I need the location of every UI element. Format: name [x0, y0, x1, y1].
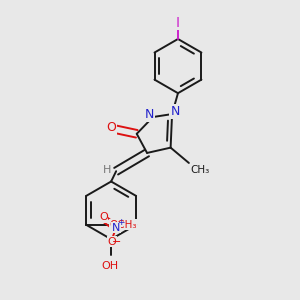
Text: OH: OH [102, 261, 119, 271]
Text: −: − [112, 237, 122, 247]
Text: +: + [117, 218, 124, 227]
Text: H: H [103, 165, 112, 175]
Text: N: N [170, 105, 180, 118]
Text: I: I [176, 16, 180, 29]
Text: O: O [106, 121, 116, 134]
Text: CH₃: CH₃ [190, 165, 210, 175]
Text: N: N [145, 108, 154, 121]
Text: N: N [112, 223, 120, 233]
Text: O: O [99, 212, 108, 222]
Text: O: O [107, 237, 116, 247]
Text: OCH₃: OCH₃ [110, 220, 137, 230]
